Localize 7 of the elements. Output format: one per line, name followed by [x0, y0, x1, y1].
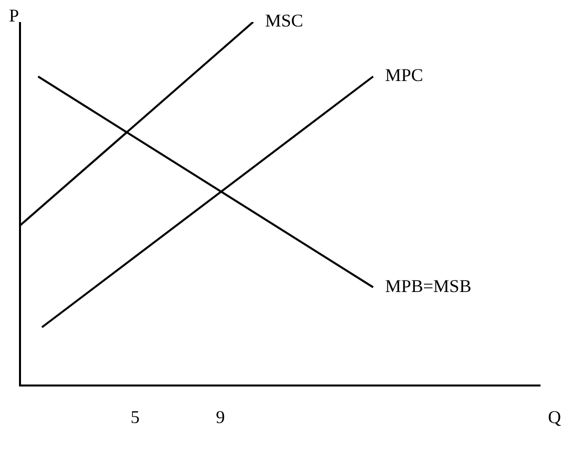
series-label: MSC	[265, 10, 304, 31]
series-label: MPB=MSB	[385, 276, 472, 296]
y-axis-title: P	[8, 6, 20, 26]
x-axis-title: Q	[548, 407, 561, 428]
x-tick-label: 5	[130, 406, 140, 427]
x-tick-label: 9	[216, 406, 225, 427]
series-label: MPC	[385, 65, 424, 86]
